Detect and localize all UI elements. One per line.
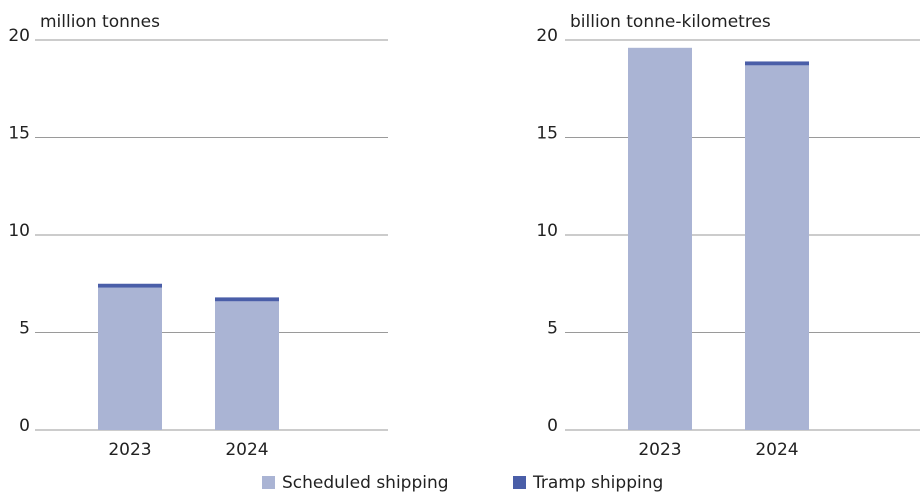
bar-segment <box>745 61 809 66</box>
bar-segment <box>628 47 692 431</box>
y-tick-label: 0 <box>19 416 30 436</box>
x-tick-label: 2023 <box>108 440 151 460</box>
bar-segment <box>215 297 279 302</box>
y-tick-label: 10 <box>8 221 30 241</box>
legend-swatch <box>513 476 526 489</box>
y-tick-label: 5 <box>19 319 30 339</box>
legend-label: Scheduled shipping <box>282 473 449 493</box>
y-tick-label: 15 <box>536 124 558 144</box>
bar-segment <box>98 283 162 288</box>
x-tick-label: 2024 <box>225 440 268 460</box>
y-tick-label: 20 <box>8 26 30 46</box>
legend-label: Tramp shipping <box>532 473 663 493</box>
y-axis-title: billion tonne-kilometres <box>570 12 771 32</box>
bar-segment <box>215 301 279 430</box>
y-tick-label: 20 <box>536 26 558 46</box>
y-tick-label: 10 <box>536 221 558 241</box>
legend-swatch <box>262 476 275 489</box>
y-axis-title: million tonnes <box>40 12 160 32</box>
y-tick-label: 15 <box>8 124 30 144</box>
bar-segment <box>98 287 162 430</box>
y-tick-label: 0 <box>547 416 558 436</box>
bar-segment <box>745 65 809 430</box>
x-tick-label: 2024 <box>755 440 798 460</box>
x-tick-label: 2023 <box>638 440 681 460</box>
y-tick-label: 5 <box>547 319 558 339</box>
